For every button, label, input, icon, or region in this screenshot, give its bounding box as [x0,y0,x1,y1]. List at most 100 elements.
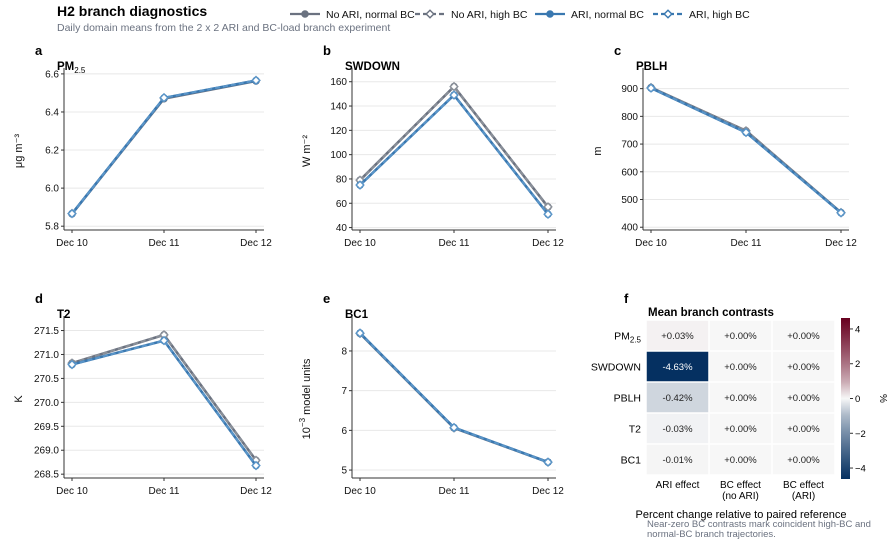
row-label-subscript: 2.5 [630,336,642,345]
colorbar [841,318,850,479]
y-axis-label: K [13,395,25,403]
panel-title: PM2.5 [57,61,86,75]
y-axis-label: W m⁻² [301,135,313,167]
series-line [359,332,549,464]
heatmap-cell [709,351,772,382]
x-axis-title: Percent change relative to paired refere… [636,509,847,521]
series-line [650,86,842,214]
y-tick-label: 271.0 [34,350,59,361]
legend: No ARI, normal BC No ARI, high BC ARI, nor… [290,9,750,21]
x-tick-label: Dec 11 [439,238,470,249]
series-2 [355,81,553,212]
colorbar-label: % [877,394,888,403]
heatmap-cell [646,444,709,475]
y-tick-label: 400 [621,223,638,234]
cell-label: +0.00% [787,331,820,342]
data-point [355,180,365,190]
column-label: ARI effect [656,480,700,491]
cell-label: +0.00% [724,362,757,373]
cell-label: +0.00% [787,362,820,373]
legend-entry-4: ARI, high BC [653,9,750,21]
x-tick-label: Dec 11 [149,486,180,497]
data-point [449,422,459,433]
heatmap-cell [709,382,772,413]
cell-label: -0.03% [662,424,693,435]
data-point [251,75,261,86]
panels: a PM2.5 5.8 6.0 6.2 6.4 6.6 Dec 10 Dec 11 Dec 12 μ… [13,43,888,540]
x-tick-label: Dec 12 [825,238,857,249]
column-label: BC effect [783,480,824,491]
heatmap-cell [709,320,772,351]
row-label: BC1 [621,455,642,467]
y-axis-label: 10−3 model units [298,358,313,439]
panel-title-subscript: 2.5 [74,66,86,75]
y-tick-label: 140 [330,102,347,113]
data-point [159,335,169,346]
panel-letter: b [323,43,331,58]
cell-label: +0.00% [787,455,820,466]
series-1 [68,331,260,465]
cell-label: +0.00% [724,331,757,342]
data-point [159,92,169,103]
y-tick-label: 800 [621,112,638,123]
series-line [650,86,842,214]
series-line [359,332,549,464]
y-tick-label: 80 [336,174,348,185]
legend-entry-1: No ARI, normal BC [290,9,415,21]
heatmap-cell [646,320,709,351]
colorbar-tick-label: 4 [855,324,860,335]
series-2 [67,330,261,466]
heatmap-cell [646,351,709,382]
cell-label: -0.01% [662,455,693,466]
y-label-base: 10 [301,427,313,439]
y-tick-label: 160 [330,77,347,88]
cell-label: +0.03% [661,331,694,342]
panel-a: a PM2.5 5.8 6.0 6.2 6.4 6.6 Dec 10 Dec 11 Dec 12 μ… [13,43,272,249]
legend-label: ARI, normal BC [571,9,644,21]
legend-entry-2: No ARI, high BC [415,9,528,21]
y-tick-label: 6.6 [45,69,59,80]
series-3 [356,329,552,466]
y-tick-label: 100 [330,150,347,161]
y-tick-label: 271.5 [34,326,59,337]
x-tick-label: Dec 12 [240,238,272,249]
data-point [741,127,751,138]
series-line [650,86,842,214]
panel-letter: a [35,43,43,58]
legend-label: ARI, high BC [689,9,750,21]
data-point [67,359,77,370]
x-tick-label: Dec 11 [149,238,180,249]
series-line [359,85,549,208]
series-2 [355,328,553,467]
x-tick-label: Dec 12 [532,486,564,497]
legend-entry-3: ARI, normal BC [535,9,644,21]
y-tick-label: 269.5 [34,422,59,433]
legend-label: No ARI, high BC [451,9,528,21]
cell-label: +0.00% [724,455,757,466]
y-tick-label: 6.0 [45,184,59,195]
x-tick-label: Dec 12 [532,238,564,249]
colorbar-tick-label: 0 [855,394,860,405]
x-tick-label: Dec 11 [731,238,762,249]
heatmap-cell [646,382,709,413]
series-4 [355,90,553,219]
figure-subtitle: Daily domain means from the 2 x 2 ARI an… [57,22,390,34]
footnote-line: Near-zero BC contrasts mark coincident h… [647,519,871,530]
legend-marker [425,9,435,19]
series-line [71,333,258,462]
series-line [650,87,842,214]
column-label: (no ARI) [722,491,759,502]
x-tick-label: Dec 10 [56,238,88,249]
series-line [359,84,550,208]
data-point [67,208,77,219]
panel-e: e BC1 5 6 7 8 Dec 10 Dec 11 Dec 12 10−3 model uni… [298,291,564,497]
y-label-rest: model units [301,358,313,418]
series-line [359,332,549,464]
footnote-line: normal-BC branch trajectories. [647,529,776,540]
y-tick-label: 5.8 [45,222,59,233]
cell-label: +0.00% [787,393,820,404]
panel-title: BC1 [345,309,369,321]
panel-f: f Mean branch contrasts PM2.5 +0.03% +0.00% +… [591,291,888,540]
data-point [251,460,261,471]
